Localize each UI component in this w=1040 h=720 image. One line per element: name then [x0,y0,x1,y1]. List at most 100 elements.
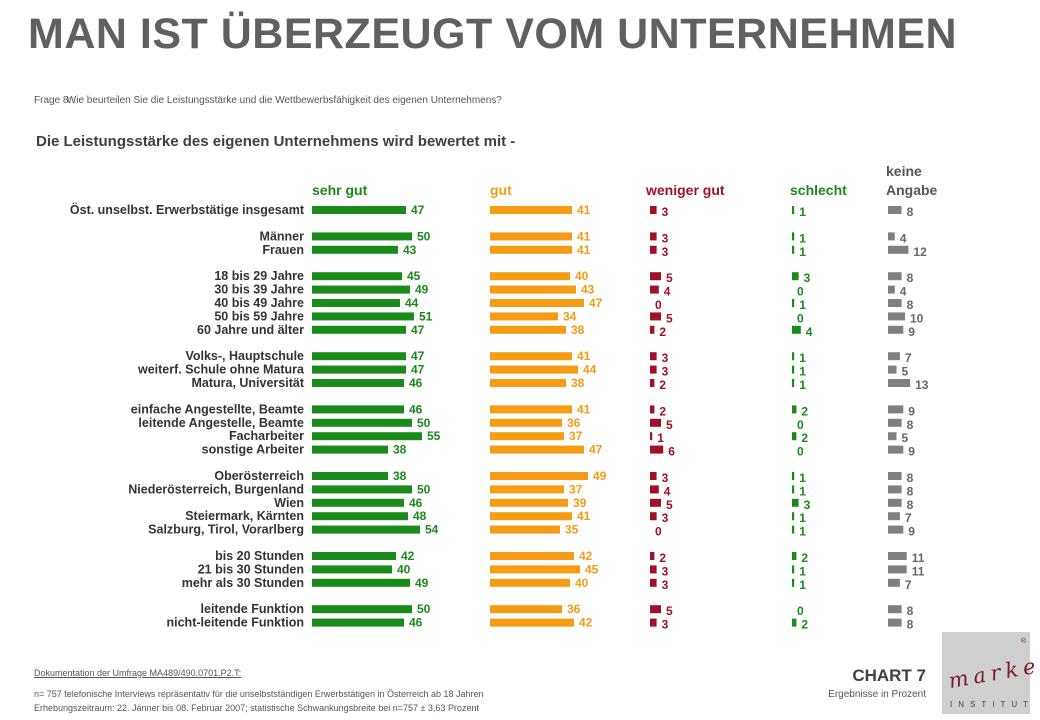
data-label-schlecht: 1 [799,578,806,592]
bar-keine-angabe [888,405,904,414]
bar-weniger-gut [650,618,657,627]
data-label-keine-angabe: 11 [912,551,925,565]
data-label-weniger-gut: 5 [666,271,673,285]
bar-weniger-gut [650,245,657,254]
bar-sehr-gut [312,485,412,494]
bar-keine-angabe [888,578,900,587]
data-label-weniger-gut: 5 [666,311,673,325]
bar-schlecht [792,232,795,241]
question-line: Frage 8: Wie beurteilen Sie die Leistung… [34,95,502,106]
bar-weniger-gut [650,379,655,387]
data-label-weniger-gut: 3 [662,245,669,259]
category-label: mehr als 30 Stunden [182,576,304,590]
data-label-keine-angabe: 7 [905,351,912,365]
data-label-schlecht: 1 [799,351,806,365]
data-label-schlecht: 0 [797,604,804,618]
bar-sehr-gut [312,418,412,427]
bar-schlecht [792,512,795,521]
data-label-sehr-gut: 50 [417,482,431,496]
bar-sehr-gut [312,618,404,627]
data-label-gut: 41 [577,509,591,523]
bar-weniger-gut [650,565,657,574]
data-label-schlecht: 1 [799,564,806,578]
data-label-keine-angabe: 7 [905,511,912,525]
question-text: Wie beurteilen Sie die Leistungsstärke u… [66,95,502,106]
data-label-sehr-gut: 54 [425,523,439,537]
bar-gut [490,618,574,627]
bar-sehr-gut [312,405,404,414]
data-label-schlecht: 1 [799,471,806,485]
data-label-schlecht: 2 [801,431,808,445]
bar-gut [490,312,558,321]
bar-weniger-gut [650,405,655,414]
data-label-schlecht: 1 [799,511,806,525]
category-label: Steiermark, Kärnten [185,509,304,523]
data-label-keine-angabe: 9 [908,404,915,418]
data-label-gut: 40 [575,269,589,283]
bar-weniger-gut [650,312,661,321]
category-label: 50 bis 59 Jahre [214,309,304,323]
data-label-sehr-gut: 47 [411,203,425,217]
bar-sehr-gut [312,232,412,241]
data-label-sehr-gut: 49 [415,283,429,297]
data-label-sehr-gut: 40 [397,562,411,576]
data-label-sehr-gut: 47 [411,323,425,337]
data-label-sehr-gut: 45 [407,269,421,283]
chart-number: CHART 7 [852,666,926,685]
data-label-gut: 37 [569,482,583,496]
data-label-sehr-gut: 51 [419,309,433,323]
category-label: Facharbeiter [229,429,304,443]
bar-schlecht [792,325,801,334]
data-label-schlecht: 1 [799,365,806,379]
data-label-gut: 38 [571,376,585,390]
bar-gut [490,498,568,507]
data-label-gut: 36 [567,416,581,430]
bar-weniger-gut [650,365,657,374]
bar-chart: sehr gut gut weniger gut schlecht keine Angab… [70,163,938,632]
data-label-schlecht: 0 [797,445,804,459]
bar-gut [490,245,572,254]
data-label-schlecht: 1 [799,484,806,498]
footer-sample-note: n= 757 telefonische Interviews repräsent… [34,689,484,699]
bar-sehr-gut [312,472,388,480]
bar-keine-angabe [888,272,902,281]
logo-registered-mark: ® [1020,638,1026,645]
bar-sehr-gut [312,525,420,534]
category-label: Männer [260,229,305,243]
data-label-weniger-gut: 0 [655,298,662,312]
bar-gut [490,445,584,454]
data-label-weniger-gut: 3 [662,578,669,592]
footer-period-note: Erhebungszeitraum: 22. Jänner bis 08. Fe… [34,703,479,713]
category-label: 60 Jahre und älter [197,323,304,337]
data-label-sehr-gut: 46 [409,616,423,630]
bar-keine-angabe [888,232,895,241]
data-label-gut: 44 [583,363,597,377]
bar-gut [490,405,572,414]
data-label-weniger-gut: 5 [666,498,673,512]
data-label-gut: 39 [573,496,587,510]
bar-gut [490,512,572,521]
bar-keine-angabe [888,498,902,507]
bar-weniger-gut [650,472,657,480]
data-label-keine-angabe: 9 [908,325,915,339]
bar-weniger-gut [650,445,664,454]
data-label-keine-angabe: 9 [908,445,915,459]
data-label-gut: 41 [577,402,591,416]
data-label-keine-angabe: 4 [900,231,907,245]
data-label-weniger-gut: 2 [659,378,666,392]
data-label-gut: 43 [581,283,595,297]
bar-gut [490,299,584,307]
bar-keine-angabe [888,365,897,374]
data-label-weniger-gut: 3 [662,618,669,632]
data-label-sehr-gut: 50 [417,229,431,243]
data-label-schlecht: 2 [801,618,808,632]
data-label-keine-angabe: 12 [913,245,927,259]
category-label: leitende Angestelle, Beamte [138,416,304,430]
bar-gut [490,232,572,241]
bar-schlecht [792,299,795,307]
bar-gut [490,379,566,387]
data-label-schlecht: 1 [799,525,806,539]
bar-sehr-gut [312,352,406,361]
data-label-weniger-gut: 3 [662,205,669,219]
data-label-sehr-gut: 55 [427,429,441,443]
